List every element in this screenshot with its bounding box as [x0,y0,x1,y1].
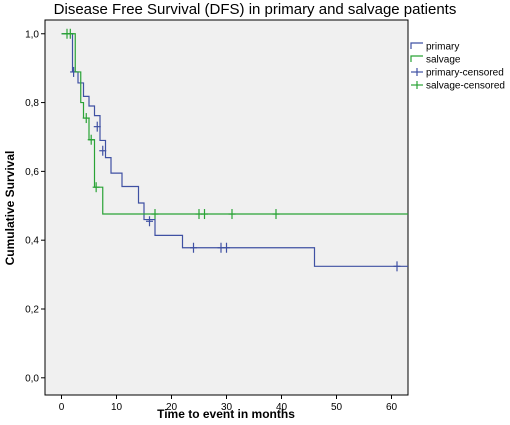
series-layer [61,28,408,272]
x-tick-label: 30 [221,402,233,413]
series-salvage [61,28,408,220]
legend-label: salvage [426,55,461,66]
censor-mark-primary [99,145,107,156]
chart-title: Disease Free Survival (DFS) in primary a… [54,1,457,18]
series-line-primary [61,33,408,267]
x-tick-label: 60 [386,402,398,413]
censor-mark-salvage [151,209,159,220]
x-axis-label: Time to event in months [157,407,295,421]
y-axis-label: Cumulative Survival [3,151,17,266]
censor-mark-primary [190,242,197,253]
censor-mark-salvage [228,209,236,220]
y-tick-label: 0,6 [25,167,39,178]
legend-item-salvage: salvage [410,55,461,66]
x-tick-label: 0 [59,402,65,413]
x-tick-label: 10 [111,402,123,413]
x-axis: 0 10 20 30 40 50 60 [59,395,398,413]
censor-mark-primary [223,242,230,253]
censor-mark-primary [93,121,101,132]
legend-item-primary-censored: primary-censored [411,68,504,79]
legend-label: primary-censored [426,68,504,79]
plot-area [44,19,409,396]
censor-mark-primary [146,216,153,227]
x-tick-label: 40 [276,402,288,413]
legend: primary salvage primary-censored salvage-ce… [410,42,505,92]
legend-label: salvage-censored [426,81,505,92]
y-axis: 0,0 0,2 0,4 0,6 0,8 1,0 [25,29,45,384]
censor-mark-salvage [272,209,280,220]
censor-mark-salvage [87,134,95,145]
y-tick-label: 1,0 [25,29,39,40]
legend-item-primary: primary [410,42,459,53]
censor-mark-salvage [92,182,100,193]
x-tick-label: 50 [331,402,343,413]
censor-mark-salvage [201,209,208,220]
legend-label: primary [426,42,459,53]
y-tick-label: 0,4 [25,236,39,247]
series-primary [61,33,408,272]
legend-swatch [410,42,423,49]
y-tick-label: 0,0 [25,373,39,384]
censor-mark-salvage [82,113,90,124]
legend-item-salvage-censored: salvage-censored [411,81,505,92]
censor-mark-primary [393,261,401,272]
x-tick-label: 20 [166,402,178,413]
legend-swatch [410,55,423,62]
y-tick-label: 0,8 [25,98,39,109]
censor-mark-salvage [66,28,74,39]
y-tick-label: 0,2 [25,304,39,315]
